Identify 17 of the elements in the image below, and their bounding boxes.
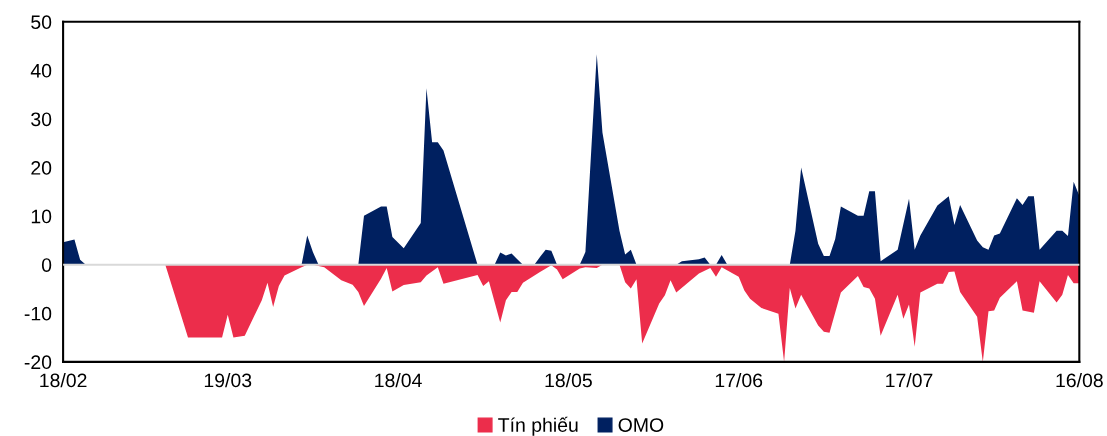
x-tick-label: 18/05 (545, 372, 592, 388)
x-tick-label: 16/08 (1056, 372, 1103, 388)
y-tick-label: -20 (24, 355, 52, 370)
legend-label: Tín phiếu (498, 416, 578, 436)
y-tick-label: 30 (31, 112, 52, 127)
x-tick-label: 18/02 (40, 372, 87, 388)
x-tick-label: 19/03 (204, 372, 252, 388)
x-tick-label: 17/06 (715, 372, 763, 388)
y-tick-label: -10 (24, 306, 52, 321)
legend-label: OMO (618, 418, 664, 432)
y-tick-label: 20 (31, 161, 52, 175)
y-tick-label: 40 (30, 63, 52, 78)
x-tick-label: 17/07 (886, 372, 933, 388)
y-tick-label: 50 (31, 15, 52, 30)
x-tick-label: 18/04 (375, 372, 422, 388)
y-tick-label: 10 (31, 209, 52, 224)
y-tick-label: 0 (41, 258, 52, 272)
